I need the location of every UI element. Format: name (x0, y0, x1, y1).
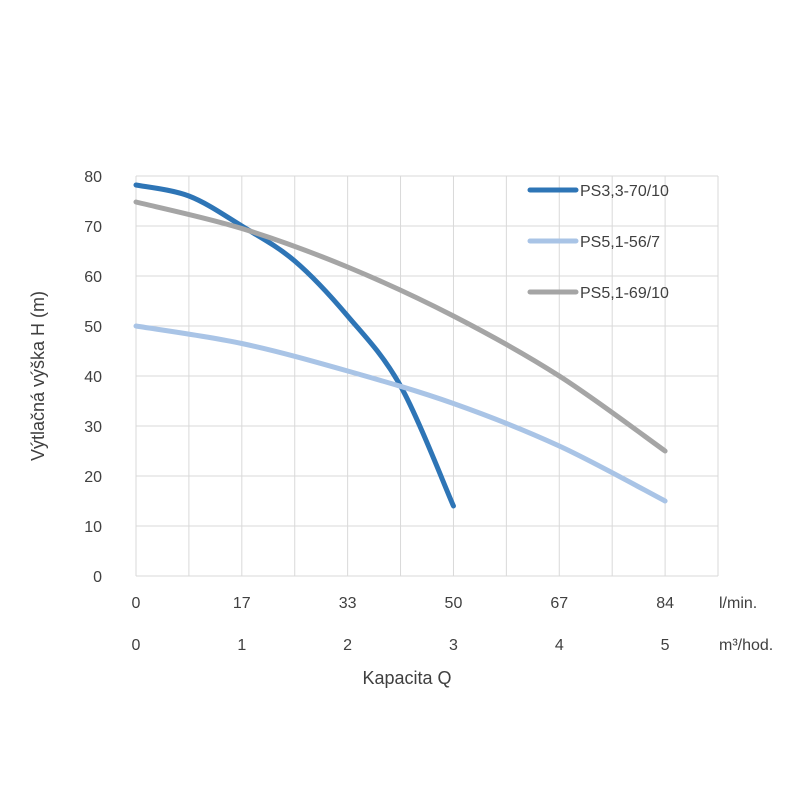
legend-label-1: PS3,3-70/10 (580, 183, 669, 200)
legend-label-2: PS5,1-56/7 (580, 234, 660, 251)
x-axis-ticks: 0 17 33 50 67 84 l/min. 0 1 2 3 4 5 m³/hod. (132, 595, 774, 654)
y-tick-label: 40 (84, 369, 102, 386)
x-unit-label: l/min. (719, 595, 757, 612)
x-tick-label: 5 (661, 637, 670, 654)
x-tick-label: 84 (656, 595, 674, 612)
y-tick-label: 50 (84, 319, 102, 336)
y-axis-title: Výtlačná výška H (m) (28, 291, 48, 461)
y-axis-ticks: 0 10 20 30 40 50 60 70 80 (84, 169, 102, 586)
y-tick-label: 60 (84, 269, 102, 286)
x-tick-label: 0 (132, 637, 141, 654)
legend-label-3: PS5,1-69/10 (580, 285, 669, 302)
x-tick-label: 33 (339, 595, 357, 612)
x-tick-label: 0 (132, 595, 141, 612)
x-tick-label: 3 (449, 637, 458, 654)
x-axis-title: Kapacita Q (362, 668, 451, 688)
x-unit-label: m³/hod. (719, 637, 773, 654)
x-tick-label: 2 (343, 637, 352, 654)
x-tick-label: 50 (445, 595, 463, 612)
series-line-1 (133, 182, 456, 509)
x-tick-label: 67 (550, 595, 568, 612)
x-tick-label: 17 (233, 595, 251, 612)
y-tick-label: 70 (84, 219, 102, 236)
series-line-3 (133, 199, 668, 454)
x-tick-label: 1 (237, 637, 246, 654)
y-tick-label: 30 (84, 419, 102, 436)
y-tick-label: 0 (93, 569, 102, 586)
series-line-2 (133, 323, 668, 504)
y-tick-label: 80 (84, 169, 102, 186)
y-tick-label: 20 (84, 469, 102, 486)
legend: PS3,3-70/10 PS5,1-56/7 PS5,1-69/10 (527, 183, 669, 302)
y-tick-label: 10 (84, 519, 102, 536)
series-lines (133, 182, 668, 509)
x-tick-label: 4 (555, 637, 564, 654)
